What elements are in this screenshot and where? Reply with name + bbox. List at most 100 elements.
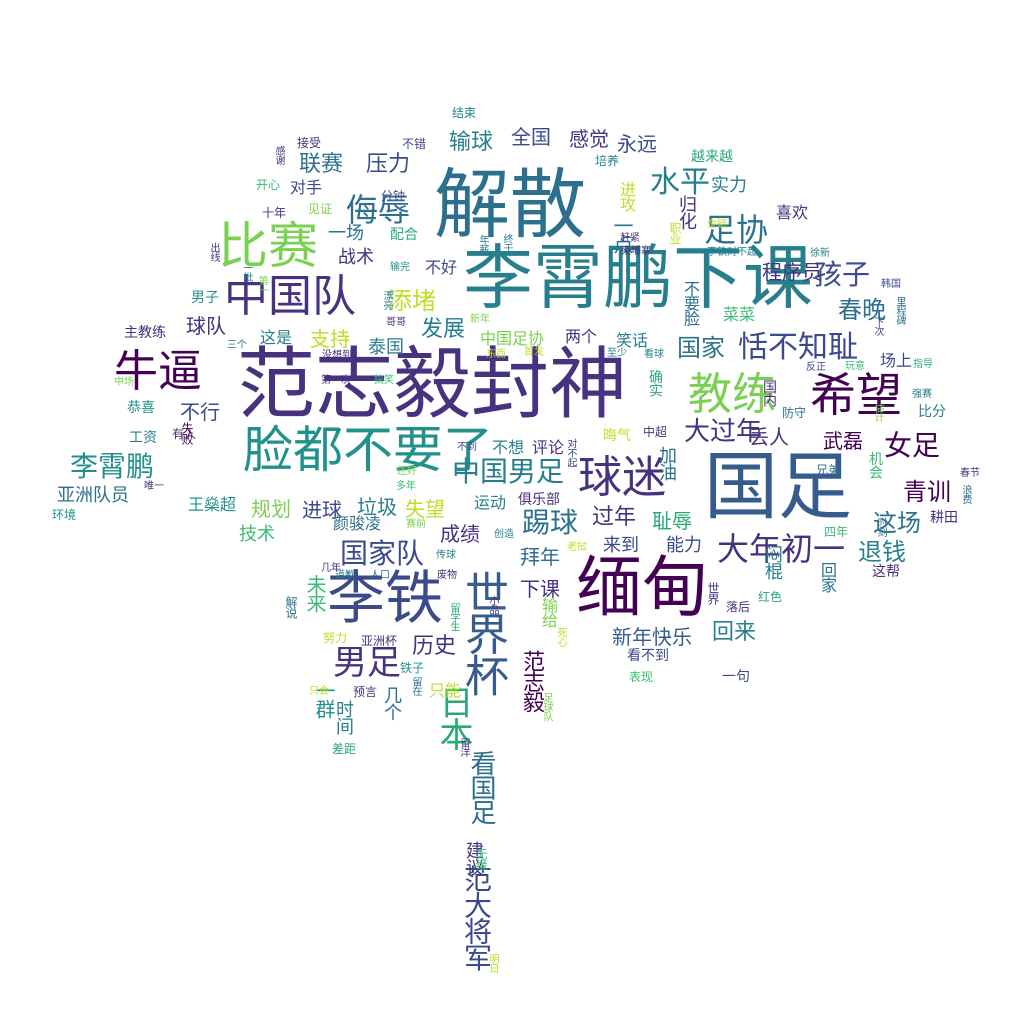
- cloud-word: 创造: [494, 529, 514, 540]
- cloud-word: 柬埔寨: [621, 246, 651, 257]
- cloud-word: 希望: [810, 368, 902, 422]
- cloud-word: 老挝: [567, 542, 587, 553]
- cloud-word: 配合: [390, 227, 418, 243]
- cloud-word: 不好: [424, 258, 458, 277]
- cloud-word: 回家: [818, 561, 837, 593]
- cloud-word: 强赛: [912, 389, 932, 400]
- cloud-word: 恬不知耻: [738, 330, 858, 365]
- cloud-word: 拜年: [520, 545, 560, 569]
- cloud-word: 武磊: [823, 429, 863, 453]
- cloud-word: 时刻: [875, 517, 886, 537]
- cloud-word: 确实: [647, 369, 663, 397]
- cloud-word: 环境: [51, 508, 77, 522]
- cloud-word: 李霄鹏: [69, 450, 155, 483]
- cloud-word: 职业: [668, 221, 682, 245]
- cloud-word: 范大将军: [460, 864, 493, 970]
- cloud-word: 这帮: [872, 564, 900, 580]
- cloud-word: 留洋: [458, 737, 469, 757]
- cloud-word: 机会: [867, 451, 883, 479]
- cloud-word: 耻辱: [652, 509, 692, 533]
- cloud-word: 几年: [321, 563, 341, 574]
- cloud-word: 战术: [338, 247, 374, 268]
- cloud-word: 踢球: [521, 506, 579, 539]
- cloud-word: 反正: [806, 362, 826, 373]
- cloud-word: 下课: [520, 577, 560, 601]
- cloud-word: 世界杯: [457, 569, 508, 695]
- cloud-word: 场上: [879, 351, 913, 370]
- cloud-word: 看球: [644, 349, 664, 360]
- cloud-word: 晦气: [603, 428, 631, 444]
- cloud-word: 一群: [312, 680, 336, 718]
- cloud-word: 分钟: [380, 189, 406, 203]
- cloud-word: 耕田: [930, 510, 958, 526]
- cloud-word: 失败: [180, 421, 194, 445]
- cloud-word: 见证: [307, 202, 333, 216]
- cloud-word: 球迷: [578, 452, 666, 503]
- cloud-word: 喜欢: [775, 203, 809, 222]
- cloud-word: 建议: [463, 841, 484, 875]
- cloud-word: 徐新: [810, 248, 830, 259]
- cloud-word: 足球队: [541, 692, 552, 722]
- cloud-word: 来到: [603, 535, 639, 556]
- cloud-word: 一场: [328, 223, 364, 244]
- cloud-word: 浪费: [960, 484, 971, 504]
- cloud-word: 出线: [208, 242, 219, 262]
- cloud-word: 中场: [114, 377, 134, 388]
- cloud-word: 泰国: [368, 337, 404, 358]
- cloud-word: 对手: [289, 178, 323, 197]
- cloud-word: 留学生: [448, 602, 459, 632]
- cloud-word: 比赛: [218, 217, 318, 275]
- cloud-word: 日本: [433, 685, 473, 749]
- cloud-word: 球队: [186, 314, 226, 338]
- cloud-word: 越来越: [691, 149, 733, 165]
- cloud-word: 国内: [761, 379, 777, 407]
- cloud-word: 不行: [180, 400, 220, 424]
- cloud-word: 李霄鹏下课: [463, 237, 813, 319]
- cloud-word: 水平: [650, 165, 710, 200]
- cloud-word: 春晚: [838, 296, 886, 324]
- cloud-word: 传球: [436, 550, 456, 561]
- cloud-word: 中国足协: [479, 329, 545, 348]
- cloud-word: 回来: [711, 620, 757, 645]
- cloud-word: 国家: [677, 334, 725, 362]
- cloud-word: 小品: [487, 595, 498, 615]
- cloud-word: 第一次: [321, 375, 351, 386]
- cloud-word: 国家队: [339, 537, 425, 570]
- cloud-word: 归化: [676, 195, 697, 229]
- cloud-word: 培养: [594, 154, 620, 168]
- cloud-word: 未来: [303, 574, 327, 612]
- cloud-word: 菜菜: [722, 305, 756, 324]
- cloud-word: 防守: [781, 406, 807, 420]
- cloud-word: 估计: [872, 402, 883, 422]
- cloud-word: 只会: [309, 686, 329, 697]
- cloud-word: 李铁对不起: [707, 247, 757, 258]
- cloud-word: 评论: [531, 438, 565, 457]
- cloud-word: 大年初一: [716, 530, 846, 568]
- cloud-word: 道歉: [335, 570, 355, 581]
- cloud-word: 四年: [823, 525, 849, 539]
- cloud-word: 感谢: [273, 145, 284, 165]
- cloud-word: 落后: [725, 600, 751, 614]
- cloud-word: 韩国: [881, 279, 901, 290]
- cloud-word: 下次: [872, 316, 883, 336]
- cloud-word: 女足: [883, 429, 941, 462]
- cloud-word: 玩意: [845, 361, 865, 372]
- cloud-word: 十年: [261, 206, 287, 220]
- cloud-word: 搞笑: [374, 375, 394, 386]
- cloud-word: 规划: [251, 497, 291, 521]
- cloud-word: 运动: [473, 493, 507, 512]
- cloud-word: 历史: [411, 634, 457, 659]
- cloud-word: 中国队: [224, 271, 356, 322]
- cloud-word: 成绩: [440, 522, 480, 546]
- cloud-word: 教练: [688, 369, 776, 420]
- cloud-word: 一批: [241, 262, 252, 282]
- cloud-word: 接受: [296, 136, 322, 150]
- cloud-word: 压力: [365, 152, 411, 177]
- cloud-word: 新年: [470, 314, 490, 325]
- cloud-word: 李铁: [326, 564, 444, 632]
- cloud-word: 年薪: [477, 234, 488, 254]
- cloud-word: 过年: [591, 505, 637, 530]
- cloud-word: 输完: [390, 262, 410, 273]
- cloud-word: 能力: [666, 535, 702, 556]
